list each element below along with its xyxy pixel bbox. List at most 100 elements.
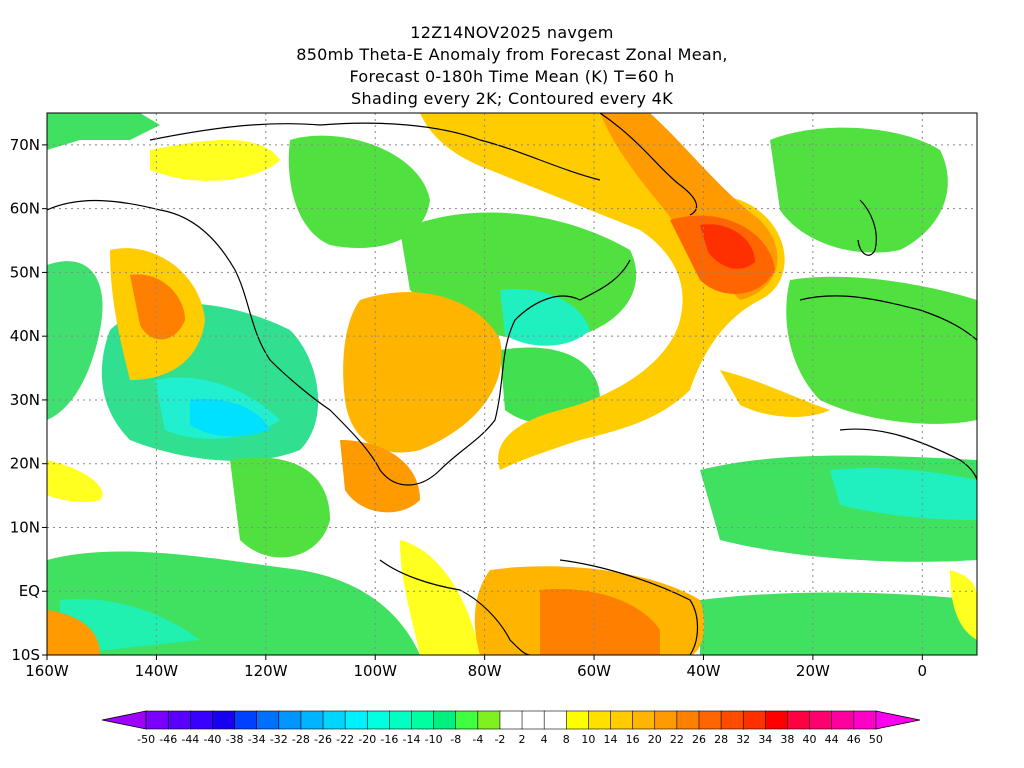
colorbar-label: 8 xyxy=(563,733,570,746)
colorbar-label: -38 xyxy=(226,733,244,746)
colorbar-swatch xyxy=(278,710,302,730)
map-gridlines xyxy=(47,113,977,655)
colorbar-label: -8 xyxy=(450,733,461,746)
colorbar-swatch xyxy=(698,710,722,730)
colorbar-label: -20 xyxy=(358,733,376,746)
colorbar-label: 22 xyxy=(670,733,684,746)
colorbar-label: -2 xyxy=(494,733,505,746)
lon-label: 60W xyxy=(577,662,611,680)
lat-label: 50N xyxy=(10,263,40,281)
colorbar-label: -44 xyxy=(181,733,199,746)
colorbar-label: 2 xyxy=(519,733,526,746)
lon-label: 120W xyxy=(244,662,288,680)
colorbar-swatch xyxy=(344,710,369,730)
colorbar-label: 20 xyxy=(648,733,662,746)
colorbar-label: 26 xyxy=(692,733,706,746)
latitude-labels: 10S EQ 10N 20N 30N 40N 50N 60N 70N xyxy=(10,136,47,664)
colorbar-swatch xyxy=(322,710,346,730)
title-block: 12Z14NOV2025 navgem 850mb Theta-E Anomal… xyxy=(0,22,1024,110)
lat-label: 40N xyxy=(10,327,40,345)
lat-label: 30N xyxy=(10,391,40,409)
colorbar-label: -28 xyxy=(292,733,310,746)
title-line-2: 850mb Theta-E Anomaly from Forecast Zona… xyxy=(296,45,728,64)
colorbar-swatch xyxy=(477,710,501,730)
colorbar-swatch xyxy=(543,710,568,730)
lon-label: 160W xyxy=(25,662,69,680)
longitude-labels: 160W 140W 120W 100W 80W 60W 40W 20W 0 xyxy=(25,655,927,680)
colorbar-label: -50 xyxy=(137,733,155,746)
colorbar-label: 38 xyxy=(780,733,794,746)
colorbar-label: 50 xyxy=(869,733,883,746)
lon-label: 140W xyxy=(135,662,179,680)
lat-label: 70N xyxy=(10,136,40,154)
lat-label: EQ xyxy=(19,582,40,600)
colorbar-label: 44 xyxy=(825,733,839,746)
colorbar-swatch xyxy=(433,710,457,730)
lat-label: 20N xyxy=(10,455,40,473)
colorbar-arrow-high xyxy=(875,710,921,730)
coastlines xyxy=(47,113,977,655)
colorbar-swatch xyxy=(455,710,479,730)
colorbar-swatch xyxy=(787,710,811,730)
colorbar-swatch xyxy=(145,710,170,730)
colorbar xyxy=(101,710,921,730)
colorbar-label: 32 xyxy=(736,733,750,746)
colorbar-label: -26 xyxy=(314,733,332,746)
colorbar-label: 16 xyxy=(626,733,640,746)
plot-frame xyxy=(46,112,978,656)
colorbar-label: -22 xyxy=(336,733,354,746)
colorbar-swatch xyxy=(300,710,324,730)
colorbar-swatch xyxy=(256,710,280,730)
colorbar-swatch xyxy=(809,710,833,730)
lon-label: 20W xyxy=(796,662,830,680)
colorbar-swatch xyxy=(234,710,258,730)
colorbar-swatch xyxy=(853,710,877,730)
colorbar-label: 34 xyxy=(758,733,772,746)
colorbar-swatch xyxy=(389,710,413,730)
colorbar-label: -32 xyxy=(270,733,288,746)
lat-label: 10S xyxy=(11,646,40,664)
colorbar-swatch xyxy=(632,710,656,730)
colorbar-label: -14 xyxy=(403,733,421,746)
colorbar-swatch xyxy=(831,710,855,730)
lon-label: 80W xyxy=(468,662,502,680)
colorbar-label: -34 xyxy=(248,733,266,746)
colorbar-arrow-low xyxy=(101,710,147,730)
lon-label: 100W xyxy=(354,662,398,680)
colorbar-swatch xyxy=(521,710,545,730)
lon-label: 0 xyxy=(918,662,928,680)
colorbar-swatch xyxy=(167,710,192,730)
colorbar-swatch xyxy=(610,710,634,730)
colorbar-label: -40 xyxy=(203,733,221,746)
title-line-3: Forecast 0-180h Time Mean (K) T=60 h xyxy=(349,67,675,86)
colorbar-label: 46 xyxy=(847,733,861,746)
colorbar-swatch xyxy=(499,710,523,730)
colorbar-swatch xyxy=(411,710,435,730)
title-line-4: Shading every 2K; Contoured every 4K xyxy=(351,89,673,108)
colorbar-swatch xyxy=(565,710,590,730)
colorbar-label: -46 xyxy=(159,733,177,746)
lon-label: 40W xyxy=(687,662,721,680)
colorbar-label: 40 xyxy=(803,733,817,746)
lat-label: 60N xyxy=(10,200,40,218)
colorbar-swatch xyxy=(654,710,678,730)
colorbar-swatch xyxy=(676,710,700,730)
colorbar-swatch xyxy=(588,710,612,730)
anomaly-shading xyxy=(47,113,977,655)
colorbar-swatch xyxy=(765,710,789,730)
colorbar-label: -10 xyxy=(425,733,443,746)
colorbar-swatch xyxy=(366,710,391,730)
colorbar-swatch xyxy=(190,710,214,730)
colorbar-label: 14 xyxy=(604,733,618,746)
colorbar-label: 4 xyxy=(541,733,548,746)
lat-label: 10N xyxy=(10,518,40,536)
colorbar-label: -4 xyxy=(472,733,483,746)
colorbar-swatch xyxy=(742,710,767,730)
colorbar-swatch xyxy=(212,710,236,730)
colorbar-swatch xyxy=(720,710,744,730)
colorbar-label: 10 xyxy=(581,733,595,746)
title-line-1: 12Z14NOV2025 navgem xyxy=(410,23,614,42)
colorbar-labels: -50 -46 -44 -40 -38 -34 -32 -28 -26 -22 -20 -16 -14-… xyxy=(137,733,883,746)
colorbar-label: -16 xyxy=(380,733,398,746)
